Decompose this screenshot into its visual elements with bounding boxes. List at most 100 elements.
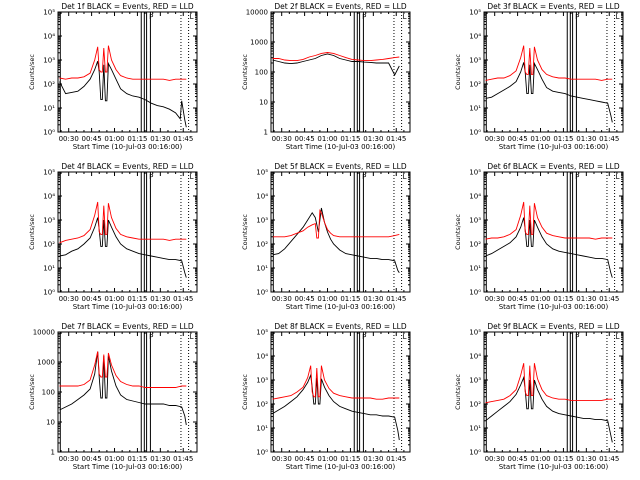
x-tick-label: 01:15: [553, 455, 573, 463]
y-axis-label: Counts/sec: [454, 374, 462, 410]
state-marker: L: [190, 13, 194, 21]
x-tick-label: 00:45: [295, 135, 315, 143]
chart-title: Det 4f BLACK = Events, RED = LLD: [61, 162, 194, 171]
x-axis-label: Start Time (10-Jul-03 00:16:00): [73, 303, 183, 311]
y-tick-label: 10⁴: [256, 353, 268, 361]
chart-title: Det 6f BLACK = Events, RED = LLD: [487, 162, 620, 171]
y-axis-label: Counts/sec: [28, 214, 36, 250]
y-tick-label: 10¹: [469, 105, 481, 113]
x-tick-label: 01:45: [599, 295, 619, 303]
y-tick-label: 10¹: [256, 265, 268, 273]
x-tick-label: 00:30: [485, 135, 505, 143]
x-tick-label: 01:15: [553, 135, 573, 143]
lld-series-line: [485, 201, 613, 240]
state-marker: L: [616, 173, 620, 181]
det-4f-panel: Det 4f BLACK = Events, RED = LLD P L 10⁰ 10¹…: [28, 162, 198, 311]
y-tick-label: 10⁵: [256, 169, 268, 177]
state-marker: P: [575, 173, 579, 181]
x-tick-label: 01:45: [599, 455, 619, 463]
y-tick-label: 10⁰: [43, 289, 55, 297]
x-axis-label: Start Time (10-Jul-03 00:16:00): [499, 303, 609, 311]
y-tick-label: 10³: [43, 57, 55, 65]
y-tick-label: 10²: [43, 241, 55, 249]
x-tick-label: 01:30: [576, 455, 596, 463]
state-marker: P: [362, 173, 366, 181]
x-tick-label: 01:30: [363, 455, 383, 463]
y-tick-label: 10³: [256, 217, 268, 225]
x-tick-label: 01:30: [150, 135, 170, 143]
y-tick-label: 10⁵: [469, 329, 481, 337]
x-tick-label: 00:45: [508, 135, 528, 143]
y-tick-label: 10³: [469, 377, 481, 385]
y-tick-label: 10³: [469, 57, 481, 65]
lld-series-line: [59, 45, 187, 81]
y-tick-label: 10⁵: [43, 169, 55, 177]
y-axis-label: Counts/sec: [28, 54, 36, 90]
det-7f-panel: Det 7f BLACK = Events, RED = LLD P L 1 10 100…: [28, 322, 198, 471]
x-tick-label: 00:45: [295, 455, 315, 463]
plot-frame: [57, 11, 198, 133]
x-tick-label: 01:30: [150, 455, 170, 463]
x-axis-label: Start Time (10-Jul-03 00:16:00): [73, 143, 183, 151]
x-tick-label: 01:00: [104, 455, 124, 463]
x-tick-label: 00:30: [59, 295, 79, 303]
y-tick-label: 10⁵: [469, 169, 481, 177]
x-tick-label: 01:30: [363, 295, 383, 303]
x-axis-label: Start Time (10-Jul-03 00:16:00): [499, 463, 609, 471]
x-tick-label: 00:45: [82, 295, 102, 303]
y-tick-label: 10⁵: [469, 9, 481, 17]
det-8f-panel: Det 8f BLACK = Events, RED = LLD P L 10⁰ 10¹…: [241, 322, 411, 471]
y-axis-label: Counts/sec: [241, 54, 249, 90]
x-tick-label: 01:45: [599, 135, 619, 143]
x-tick-label: 00:45: [82, 135, 102, 143]
x-axis-label: Start Time (10-Jul-03 00:16:00): [499, 143, 609, 151]
plot-frame: [57, 331, 198, 453]
x-tick-label: 00:30: [272, 455, 292, 463]
y-tick-label: 10: [259, 99, 268, 107]
x-tick-label: 00:30: [59, 135, 79, 143]
x-tick-label: 01:00: [530, 295, 550, 303]
x-tick-label: 00:30: [272, 135, 292, 143]
x-axis-label: Start Time (10-Jul-03 00:16:00): [286, 303, 396, 311]
y-axis-label: Counts/sec: [28, 374, 36, 410]
events-series-line: [485, 375, 613, 443]
state-marker: P: [575, 13, 579, 21]
x-tick-label: 01:15: [127, 455, 147, 463]
det-1f-panel: Det 1f BLACK = Events, RED = LLD P L 10⁰ 10¹…: [28, 2, 198, 151]
y-tick-label: 1000: [37, 359, 55, 367]
lld-series-line: [59, 351, 187, 388]
lld-series-line: [59, 201, 187, 244]
x-tick-label: 00:30: [272, 295, 292, 303]
x-tick-label: 01:30: [576, 295, 596, 303]
state-marker: P: [575, 333, 579, 341]
y-tick-label: 10²: [469, 81, 481, 89]
x-tick-label: 01:30: [363, 135, 383, 143]
y-tick-label: 10²: [469, 401, 481, 409]
lld-series-line: [485, 363, 613, 404]
x-tick-label: 01:00: [104, 295, 124, 303]
y-tick-label: 10000: [246, 9, 268, 17]
y-tick-label: 10⁴: [469, 33, 481, 41]
plot-frame: [270, 171, 411, 293]
det-5f-panel: Det 5f BLACK = Events, RED = LLD P L 10⁰ 10¹…: [241, 162, 411, 311]
y-tick-label: 10: [46, 419, 55, 427]
chart-title: Det 3f BLACK = Events, RED = LLD: [487, 2, 620, 11]
state-marker: P: [362, 333, 366, 341]
y-tick-label: 10⁵: [43, 9, 55, 17]
y-tick-label: 10¹: [469, 265, 481, 273]
y-tick-label: 100: [42, 389, 55, 397]
y-tick-label: 10¹: [43, 265, 55, 273]
y-tick-label: 10⁰: [256, 289, 268, 297]
x-tick-label: 00:45: [508, 455, 528, 463]
y-tick-label: 10³: [256, 377, 268, 385]
y-tick-label: 10⁴: [43, 193, 55, 201]
state-marker: P: [362, 13, 366, 21]
state-marker: L: [403, 333, 407, 341]
x-tick-label: 01:00: [530, 135, 550, 143]
x-tick-label: 01:00: [530, 455, 550, 463]
x-axis-label: Start Time (10-Jul-03 00:16:00): [73, 463, 183, 471]
x-tick-label: 00:30: [485, 455, 505, 463]
events-series-line: [272, 53, 400, 76]
y-tick-label: 10⁴: [43, 33, 55, 41]
x-tick-label: 00:45: [295, 295, 315, 303]
